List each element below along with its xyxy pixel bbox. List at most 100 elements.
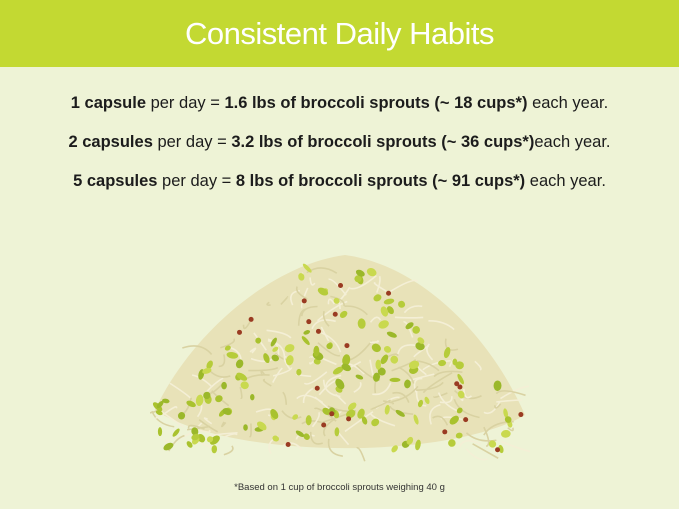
sprout-stem: [221, 421, 227, 428]
sprout-leaf: [157, 427, 163, 437]
sprout-leaf: [390, 355, 399, 364]
sprout-seed: [344, 343, 350, 349]
dose-text: 3.2 lbs of broccoli sprouts (~ 36 cups*): [231, 133, 535, 151]
sprout-stem: [242, 321, 251, 330]
sprout-stem: [320, 326, 330, 342]
sprout-stem: [500, 385, 530, 400]
sprout-leaf: [386, 306, 394, 315]
dosage-line: 1 capsule per day = 1.6 lbs of broccoli …: [0, 92, 679, 131]
sprout-leaf: [380, 306, 389, 317]
sprout-stem: [413, 344, 430, 358]
sprout-leaf: [333, 297, 340, 304]
sprout-leaf: [211, 445, 218, 454]
sprout-leaf: [398, 300, 406, 308]
sprout-leaf: [305, 415, 312, 426]
sprout-seed: [314, 385, 320, 391]
sprout-leaf: [221, 381, 227, 390]
sprout-stem: [218, 354, 226, 368]
sprout-leaf: [347, 402, 357, 411]
sprout-stem: [394, 316, 424, 319]
sprout-leaf: [342, 354, 351, 366]
sprout-leaf: [404, 379, 411, 389]
sprout-leaf: [301, 336, 310, 346]
sprout-stem: [182, 345, 213, 355]
sprout-stem: [483, 401, 501, 415]
sprout-stem: [199, 429, 211, 433]
sprout-leaf: [332, 366, 344, 375]
sprout-seed: [248, 316, 254, 322]
dose-text: 1 capsule: [70, 94, 146, 112]
sprout-stem: [398, 366, 415, 384]
sprout-leaf: [383, 298, 395, 305]
sprout-leaf: [335, 378, 345, 390]
sprout-leaf: [457, 390, 465, 399]
sprout-leaf: [354, 275, 362, 283]
sprout-leaf: [415, 439, 421, 451]
sprout-stem: [403, 305, 423, 314]
sprout-leaf: [438, 359, 447, 367]
dose-text: 5 capsules: [73, 172, 158, 190]
sprout-leaf: [222, 407, 232, 415]
sprout-seed: [454, 381, 460, 387]
dose-text: per day =: [146, 94, 225, 112]
sprout-leaf: [449, 415, 459, 425]
sprout-stem: [311, 319, 336, 330]
sprout-leaf: [313, 345, 320, 357]
sprout-stem: [272, 367, 293, 377]
sprout-leaf: [224, 345, 231, 351]
sprout-stem: [322, 418, 336, 437]
sprout-leaf: [202, 367, 212, 374]
sprout-stem: [322, 379, 341, 398]
sprout-leaf: [377, 367, 386, 376]
sprout-stem: [272, 367, 283, 383]
sprout-leaf: [417, 399, 424, 408]
sprout-leaf: [389, 377, 401, 383]
sprout-leaf: [498, 444, 504, 454]
sprout-stem: [428, 320, 455, 331]
sprout-stem: [267, 339, 286, 357]
sprout-leaf: [271, 354, 279, 362]
sprout-stem: [422, 359, 451, 371]
sprout-stem: [327, 438, 343, 457]
sprout-leaf: [206, 360, 213, 370]
sprout-leaf: [341, 363, 351, 372]
sprout-stem: [391, 385, 419, 403]
sprout-seed: [332, 311, 338, 317]
sprout-stem: [432, 415, 449, 426]
sprout-stem: [373, 282, 387, 292]
sprout-leaf: [373, 294, 382, 302]
sprout-stem: [328, 278, 347, 296]
sprout-stem: [369, 413, 396, 427]
sprout-leaf: [295, 430, 305, 438]
sprout-leaf: [405, 322, 414, 330]
sprout-stem: [500, 440, 530, 453]
sprout-leaf: [292, 414, 299, 420]
sprout-leaf: [424, 396, 430, 404]
sprout-seed: [346, 416, 352, 422]
sprout-leaf: [172, 428, 180, 437]
sprout-leaf: [378, 320, 389, 329]
sprout-leaf: [355, 269, 365, 277]
header-banner: Consistent Daily Habits: [0, 0, 679, 67]
sprout-seed: [463, 417, 469, 423]
sprout-leaf: [456, 407, 463, 414]
sprout-leaf: [493, 380, 502, 391]
sprout-stem: [249, 347, 257, 354]
sprout-stem: [309, 277, 316, 286]
sprout-stem: [392, 391, 410, 403]
sprout-stem: [224, 433, 238, 438]
dosage-line: 5 capsules per day = 8 lbs of broccoli s…: [0, 170, 679, 209]
sprout-stem: [303, 371, 328, 385]
sprout-stem: [191, 374, 213, 388]
sprout-leaf: [412, 326, 420, 334]
sprout-stem: [369, 316, 382, 323]
sprout-stem: [383, 400, 395, 405]
sprout-leaf: [195, 394, 204, 407]
sprout-leaf: [457, 373, 464, 385]
sprout-stem: [330, 295, 345, 307]
sprout-stem: [459, 439, 481, 448]
sprout-stem: [437, 392, 459, 413]
sprout-leaf: [355, 374, 364, 380]
sprout-stem: [426, 343, 434, 361]
sprout-seed: [285, 441, 291, 447]
